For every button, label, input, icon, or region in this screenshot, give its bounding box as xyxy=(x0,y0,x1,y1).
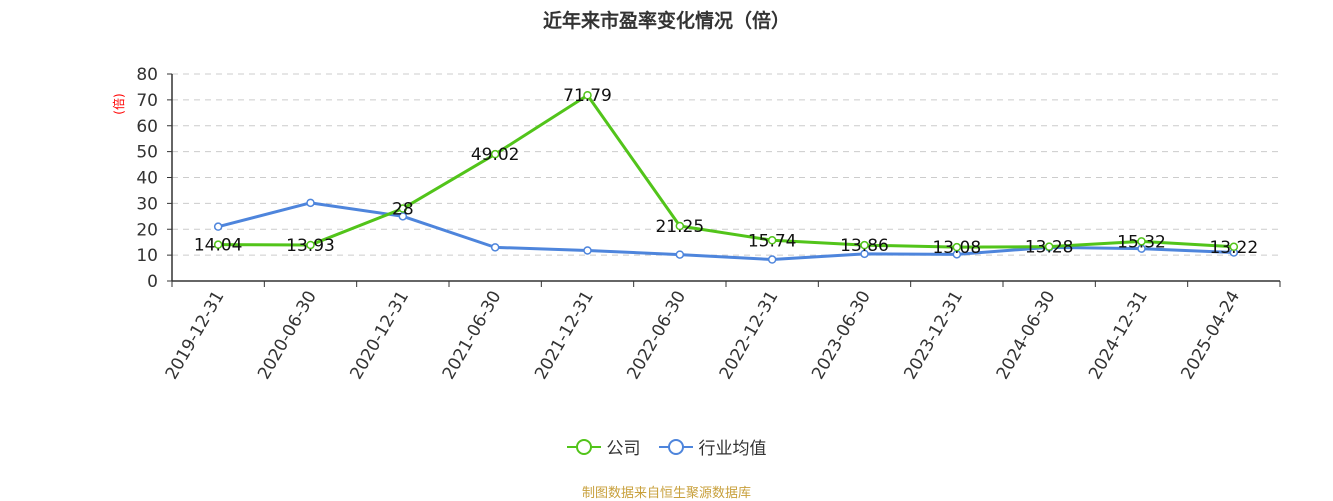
legend-label: 公司 xyxy=(606,439,641,459)
data-point[interactable] xyxy=(398,204,408,213)
legend-item[interactable]: 行业均值 xyxy=(658,434,767,459)
x-tick-label: 2019-12-31 xyxy=(162,288,229,384)
data-point[interactable] xyxy=(675,250,685,259)
data-point[interactable] xyxy=(213,222,223,231)
x-tick-label: 2023-12-31 xyxy=(900,288,967,384)
legend-line-circle-icon xyxy=(566,438,601,455)
data-label: 49.02 xyxy=(471,145,520,165)
legend: 公司 行业均值 xyxy=(0,434,1333,459)
y-axis-unit-label: (倍) xyxy=(111,93,126,114)
data-point[interactable] xyxy=(767,236,777,245)
x-tick-label: 2022-06-30 xyxy=(623,288,690,384)
data-point[interactable] xyxy=(1229,242,1239,252)
data-point[interactable] xyxy=(1137,237,1146,246)
data-source-note: 制图数据来自恒生聚源数据库 xyxy=(581,486,751,501)
legend-label: 行业均值 xyxy=(698,439,767,459)
data-point[interactable] xyxy=(306,198,315,208)
y-tick-label: 60 xyxy=(136,117,158,137)
data-point[interactable] xyxy=(490,243,500,252)
data-label: 13.93 xyxy=(286,236,335,256)
data-point[interactable] xyxy=(860,249,869,259)
x-tick-label: 2023-06-30 xyxy=(808,288,875,384)
x-tick-label: 2021-06-30 xyxy=(439,288,506,384)
legend-item[interactable]: 公司 xyxy=(566,434,641,459)
data-label: 13.22 xyxy=(1209,238,1258,258)
y-tick-label: 20 xyxy=(136,220,158,240)
legend-line-circle-icon xyxy=(658,438,693,455)
x-tick-label: 2020-06-30 xyxy=(254,288,321,384)
x-tick-label: 2021-12-31 xyxy=(531,288,598,384)
series-line xyxy=(218,93,1234,249)
y-tick-label: 70 xyxy=(136,91,158,111)
data-label: 71.79 xyxy=(563,86,612,106)
data-point[interactable] xyxy=(490,149,500,159)
data-point[interactable] xyxy=(583,90,592,100)
data-point[interactable] xyxy=(398,212,408,221)
data-point[interactable] xyxy=(675,221,685,231)
x-tick-label: 2020-12-31 xyxy=(346,288,413,384)
data-label: 13.08 xyxy=(932,238,981,258)
data-label: 13.28 xyxy=(1025,238,1074,258)
data-label: 28 xyxy=(392,200,414,220)
chart-title: 近年来市盈率变化情况（倍） xyxy=(542,10,790,32)
x-tick-label: 2024-12-31 xyxy=(1085,288,1152,384)
x-tick-label: 2024-06-30 xyxy=(993,288,1060,384)
y-tick-label: 80 xyxy=(136,65,158,85)
x-tick-label: 2022-12-31 xyxy=(716,288,783,384)
data-label: 15.74 xyxy=(748,231,797,251)
data-point[interactable] xyxy=(952,242,962,252)
series-line xyxy=(217,201,1234,262)
y-tick-label: 10 xyxy=(136,246,158,266)
x-tick-label: 2025-04-24 xyxy=(1177,288,1244,384)
data-label: 21.25 xyxy=(655,217,704,237)
data-point[interactable] xyxy=(306,240,315,250)
data-label: 13.86 xyxy=(840,236,889,256)
data-point[interactable] xyxy=(860,240,869,250)
data-label: 15.32 xyxy=(1117,232,1166,252)
y-tick-label: 50 xyxy=(136,143,158,163)
data-label: 14.04 xyxy=(194,236,243,256)
data-point[interactable] xyxy=(213,240,223,249)
data-point[interactable] xyxy=(767,255,777,264)
data-point[interactable] xyxy=(1044,242,1054,251)
y-tick-label: 0 xyxy=(147,272,158,292)
y-tick-label: 40 xyxy=(136,169,158,189)
data-point[interactable] xyxy=(583,246,592,255)
y-tick-label: 30 xyxy=(136,194,158,214)
